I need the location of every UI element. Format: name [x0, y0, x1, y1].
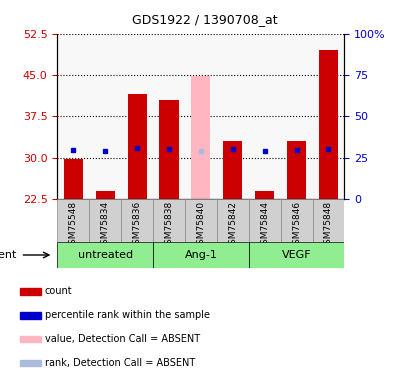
- Bar: [20, 288, 41, 295]
- Bar: [57, 199, 89, 242]
- Bar: [248, 242, 344, 268]
- Bar: [312, 199, 344, 242]
- Text: GDS1922 / 1390708_at: GDS1922 / 1390708_at: [132, 13, 277, 26]
- Bar: [64, 159, 83, 199]
- Text: agent: agent: [0, 250, 16, 260]
- Bar: [280, 199, 312, 242]
- Bar: [89, 199, 121, 242]
- Bar: [153, 199, 184, 242]
- Text: GSM75838: GSM75838: [164, 201, 173, 250]
- Text: GSM75836: GSM75836: [132, 201, 141, 250]
- Bar: [20, 360, 41, 366]
- Bar: [222, 141, 242, 199]
- Bar: [127, 94, 146, 199]
- Text: rank, Detection Call = ABSENT: rank, Detection Call = ABSENT: [45, 358, 194, 368]
- Bar: [254, 190, 274, 199]
- Text: untreated: untreated: [77, 250, 133, 260]
- Bar: [318, 50, 337, 199]
- Bar: [286, 141, 306, 199]
- Bar: [95, 190, 115, 199]
- Text: VEGF: VEGF: [281, 250, 310, 260]
- Text: GSM75840: GSM75840: [196, 201, 205, 250]
- Text: Ang-1: Ang-1: [184, 250, 217, 260]
- Bar: [153, 242, 248, 268]
- Text: GSM75844: GSM75844: [260, 201, 269, 250]
- Text: percentile rank within the sample: percentile rank within the sample: [45, 310, 209, 320]
- Text: value, Detection Call = ABSENT: value, Detection Call = ABSENT: [45, 334, 199, 344]
- Text: GSM75548: GSM75548: [69, 201, 78, 250]
- Text: GSM75848: GSM75848: [323, 201, 332, 250]
- Bar: [121, 199, 153, 242]
- Text: GSM75834: GSM75834: [101, 201, 110, 250]
- Bar: [184, 199, 216, 242]
- Bar: [20, 312, 41, 319]
- Bar: [216, 199, 248, 242]
- Text: GSM75842: GSM75842: [228, 201, 237, 250]
- Text: GSM75846: GSM75846: [291, 201, 300, 250]
- Text: count: count: [45, 286, 72, 296]
- Bar: [191, 76, 210, 199]
- Bar: [57, 242, 153, 268]
- Bar: [159, 100, 178, 199]
- Bar: [248, 199, 280, 242]
- Bar: [20, 336, 41, 342]
